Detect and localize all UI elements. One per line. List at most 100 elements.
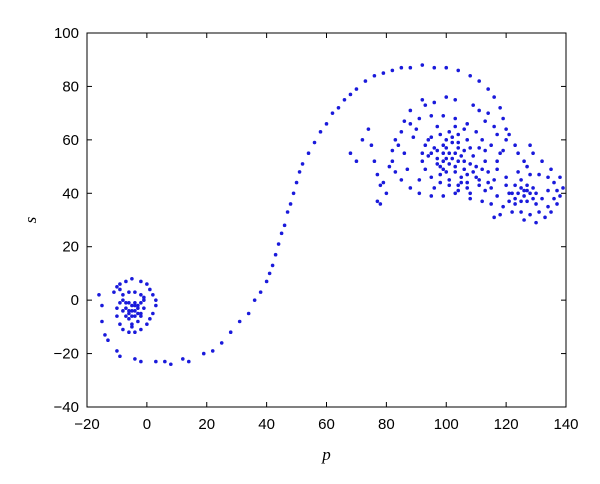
data-point bbox=[267, 271, 272, 276]
data-point bbox=[118, 301, 122, 305]
data-point bbox=[450, 135, 455, 139]
data-point bbox=[438, 172, 443, 177]
data-point bbox=[393, 138, 398, 142]
y-axis-title: s bbox=[21, 216, 40, 223]
data-point bbox=[525, 183, 529, 188]
data-point bbox=[115, 314, 119, 318]
data-point bbox=[252, 298, 257, 302]
data-point bbox=[435, 162, 440, 166]
data-point bbox=[139, 293, 143, 297]
data-point bbox=[486, 111, 490, 115]
data-point bbox=[121, 309, 125, 313]
data-point bbox=[279, 231, 284, 236]
data-point bbox=[561, 186, 565, 190]
data-point bbox=[139, 327, 143, 332]
data-point bbox=[498, 106, 502, 110]
data-point bbox=[426, 154, 431, 158]
data-point bbox=[555, 188, 559, 193]
data-point bbox=[130, 303, 134, 308]
data-point bbox=[435, 124, 440, 129]
data-point bbox=[441, 167, 446, 172]
data-point bbox=[480, 167, 484, 172]
data-point bbox=[549, 167, 553, 172]
data-point bbox=[336, 106, 341, 110]
data-point bbox=[426, 138, 431, 142]
data-point bbox=[291, 191, 296, 196]
data-point bbox=[504, 175, 508, 180]
data-point bbox=[399, 178, 404, 182]
x-axis-title: p bbox=[321, 445, 331, 464]
data-point bbox=[447, 162, 452, 166]
data-point bbox=[456, 140, 461, 145]
data-point bbox=[474, 164, 478, 169]
data-point bbox=[148, 287, 152, 292]
data-point bbox=[417, 178, 422, 182]
data-point bbox=[133, 314, 137, 318]
data-point bbox=[276, 242, 281, 246]
data-point bbox=[444, 156, 449, 161]
data-point bbox=[139, 314, 143, 318]
data-point bbox=[318, 130, 323, 134]
data-point bbox=[528, 172, 532, 177]
data-point bbox=[312, 140, 317, 145]
data-point bbox=[513, 202, 517, 206]
data-point bbox=[136, 306, 140, 310]
data-point bbox=[462, 127, 467, 131]
data-point bbox=[453, 170, 458, 174]
data-point bbox=[228, 330, 233, 335]
data-point bbox=[210, 349, 215, 353]
data-point bbox=[118, 282, 122, 286]
data-point bbox=[100, 319, 104, 324]
data-point bbox=[441, 159, 446, 164]
data-point bbox=[100, 303, 104, 308]
data-point bbox=[465, 138, 470, 142]
data-point bbox=[375, 172, 380, 177]
data-point bbox=[522, 188, 526, 193]
axis-ticks bbox=[86, 32, 567, 408]
data-point bbox=[381, 180, 386, 185]
data-point bbox=[441, 194, 446, 198]
data-point bbox=[390, 148, 395, 153]
data-point bbox=[399, 130, 404, 134]
data-point bbox=[429, 175, 434, 180]
data-point bbox=[513, 143, 517, 147]
data-point bbox=[142, 298, 146, 302]
data-point bbox=[477, 79, 481, 83]
data-point bbox=[510, 191, 514, 196]
data-point bbox=[441, 151, 446, 156]
data-point bbox=[139, 301, 143, 305]
data-point bbox=[124, 301, 128, 305]
x-tick-label: 20 bbox=[198, 416, 215, 433]
data-point bbox=[411, 135, 416, 139]
data-point bbox=[372, 73, 377, 78]
data-point bbox=[151, 293, 155, 297]
data-point bbox=[444, 65, 449, 70]
data-point bbox=[154, 303, 158, 308]
data-point bbox=[468, 196, 473, 201]
data-point bbox=[495, 132, 499, 137]
data-point bbox=[444, 170, 449, 174]
data-point bbox=[462, 167, 467, 172]
data-point bbox=[417, 191, 422, 196]
x-tick-label: 60 bbox=[318, 416, 335, 433]
y-tick-label: 0 bbox=[71, 292, 79, 309]
data-point bbox=[420, 63, 425, 67]
data-point bbox=[285, 210, 290, 214]
data-point bbox=[450, 140, 455, 145]
data-point bbox=[148, 317, 152, 321]
data-point bbox=[133, 357, 137, 361]
data-point bbox=[534, 220, 538, 225]
data-point bbox=[456, 68, 461, 73]
data-point bbox=[408, 108, 413, 113]
data-point bbox=[378, 183, 383, 188]
data-point bbox=[519, 178, 523, 182]
data-point bbox=[124, 314, 128, 318]
data-point bbox=[558, 175, 562, 180]
data-point bbox=[112, 290, 116, 294]
data-point bbox=[474, 175, 478, 180]
data-point bbox=[300, 162, 305, 166]
data-point bbox=[420, 97, 425, 102]
data-point bbox=[139, 279, 143, 284]
